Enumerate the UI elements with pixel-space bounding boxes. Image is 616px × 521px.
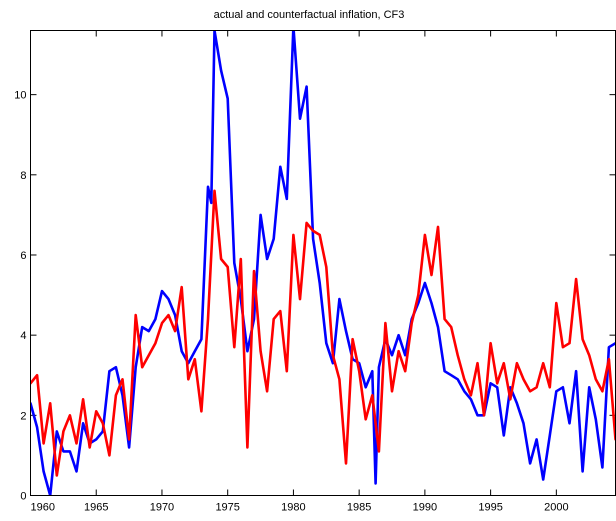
x-tick-label: 1975 bbox=[215, 502, 239, 514]
y-tick-label: 0 bbox=[20, 491, 26, 503]
x-tick-label: 1970 bbox=[150, 502, 174, 514]
x-tick-label: 1985 bbox=[347, 502, 371, 514]
y-tick-label: 10 bbox=[14, 90, 26, 102]
y-axis: 0 2 4 6 8 10 bbox=[14, 90, 616, 503]
plot-area bbox=[30, 30, 616, 496]
y-tick-label: 2 bbox=[20, 410, 26, 422]
series-line-red bbox=[30, 189, 616, 477]
y-tick-label: 8 bbox=[20, 170, 26, 182]
x-axis: 1960 1965 1970 1975 1980 1985 1990 1995 2000 bbox=[30, 30, 569, 514]
y-tick-label: 4 bbox=[20, 330, 26, 342]
x-tick-label: 1965 bbox=[84, 502, 108, 514]
x-tick-label: 1980 bbox=[281, 502, 305, 514]
x-tick-label: 1995 bbox=[478, 502, 502, 514]
chart-title: actual and counterfactual inflation, CF3 bbox=[214, 9, 405, 21]
y-tick-label: 6 bbox=[20, 250, 26, 262]
x-tick-label: 2000 bbox=[544, 502, 568, 514]
x-tick-label: 1960 bbox=[31, 502, 55, 514]
series-line-blue bbox=[30, 30, 616, 496]
axes-frame bbox=[30, 30, 616, 496]
x-tick-label: 1990 bbox=[413, 502, 437, 514]
